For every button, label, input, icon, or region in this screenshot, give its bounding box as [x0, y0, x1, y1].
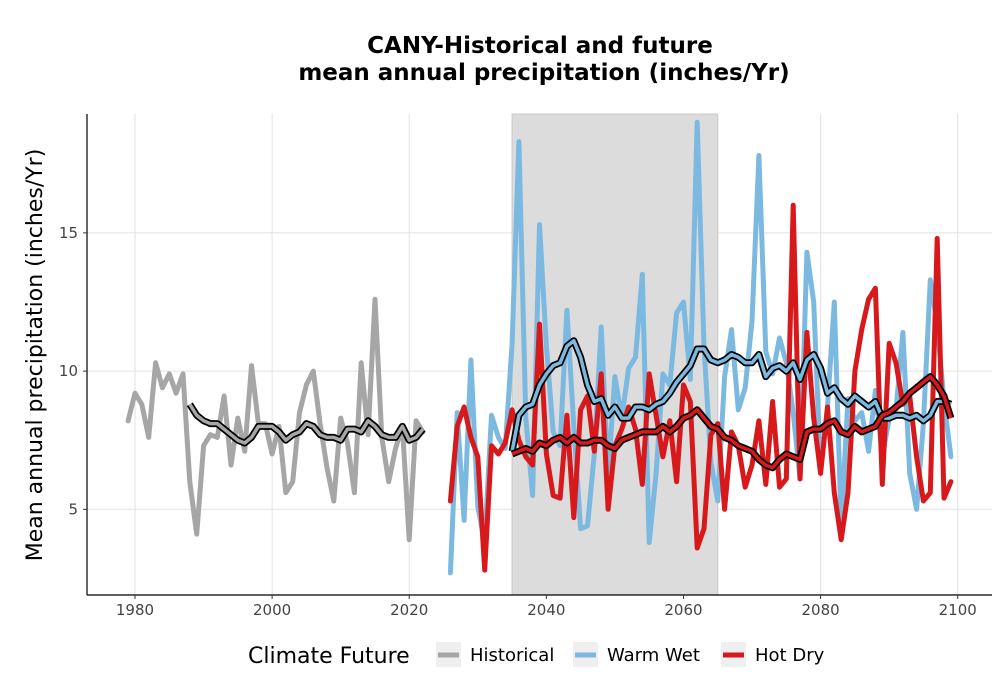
x-tick-label-2080: 2080 [802, 601, 840, 619]
legend: Climate Future Historical Warm Wet Hot Dry [248, 642, 825, 669]
chart-title-line2: mean annual precipitation (inches/Yr) [298, 60, 789, 86]
y-tick-label-10: 10 [59, 362, 78, 380]
rolling-mean-line-2 [511, 374, 953, 470]
series-line-historical [125, 296, 426, 543]
chart-title-line1: CANY-Historical and future [367, 33, 713, 59]
y-tick-label-5: 5 [68, 500, 78, 518]
series-line-hot-dry [447, 202, 954, 573]
x-tick-label-2100: 2100 [939, 601, 977, 619]
rolling-mean-line-0 [188, 403, 425, 445]
rolling-mean-line-1 [510, 338, 952, 452]
x-tick-label-2060: 2060 [664, 601, 702, 619]
y-axis-title: Mean annual precipitation (inches/Yr) [23, 149, 48, 562]
x-tick-label-2040: 2040 [527, 601, 565, 619]
x-tick-label-1980: 1980 [116, 601, 154, 619]
legend-title: Climate Future [248, 644, 410, 669]
shaded-period-band [511, 113, 719, 596]
legend-label-warm-wet: Warm Wet [607, 645, 700, 666]
tick-labels: 1980 2000 2020 2040 2060 2080 2100 5 10 15 [59, 224, 977, 619]
legend-label-hot-dry: Hot Dry [755, 645, 825, 666]
y-tick-label-15: 15 [59, 224, 78, 242]
x-tick-label-2000: 2000 [253, 601, 291, 619]
axes [86, 114, 992, 596]
x-tick-label-2020: 2020 [390, 601, 428, 619]
legend-label-historical: Historical [470, 645, 554, 666]
series-layer [125, 119, 955, 576]
